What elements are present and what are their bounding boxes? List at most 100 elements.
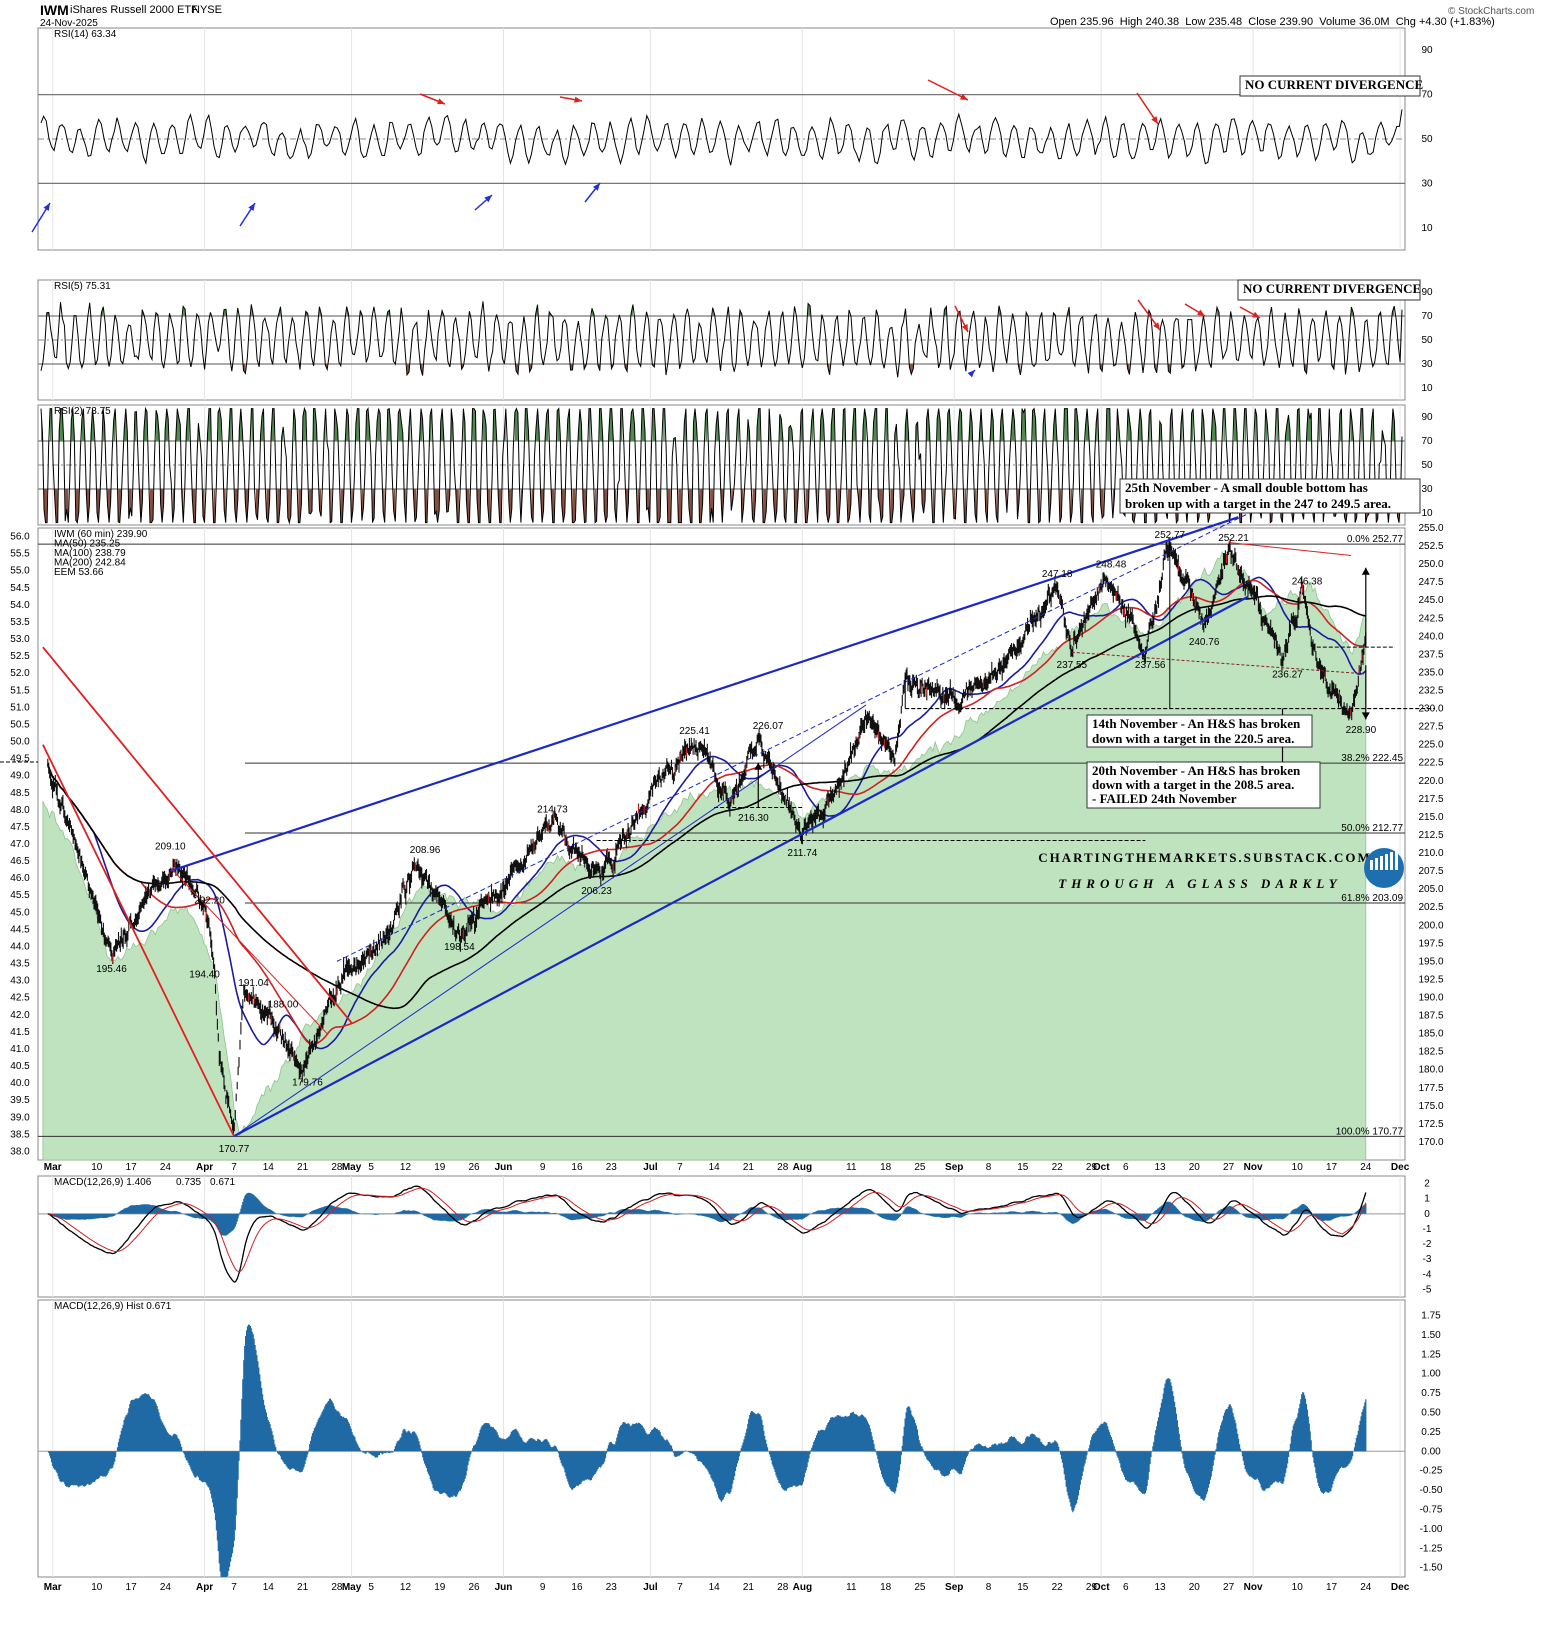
- x-tick-label-bottom: 8: [986, 1582, 992, 1593]
- volume-label: Volume: [1319, 16, 1356, 28]
- price-y-tick: 172.5: [1418, 1119, 1443, 1130]
- branding-logo-circle: [1364, 848, 1404, 888]
- branding-logo-bar: [1390, 852, 1393, 870]
- macd-y-tick: 1: [1424, 1194, 1430, 1205]
- x-tick-label-bottom: Sep: [945, 1582, 963, 1593]
- price-legend-entry: IWM (60 min) 239.90: [54, 529, 148, 540]
- hs-14-nov-annotation-text: down with a target in the 220.5 area.: [1092, 731, 1294, 746]
- hist-y-tick: -1.25: [1420, 1543, 1443, 1554]
- price-y-tick: 242.5: [1418, 613, 1443, 624]
- price-y-tick: 212.5: [1418, 830, 1443, 841]
- fib-level-label: 38.2% 222.45: [1341, 753, 1403, 764]
- hist-y-tick: 0.50: [1421, 1408, 1441, 1419]
- hist-y-tick: -0.25: [1420, 1466, 1443, 1477]
- price-point-label: 206.23: [581, 886, 612, 897]
- price-y-tick: 185.0: [1418, 1029, 1443, 1040]
- falling-wedge-lower-line: [42, 744, 235, 1137]
- hist-y-tick: -1.50: [1420, 1563, 1443, 1574]
- price-y-tick: 225.0: [1418, 740, 1443, 751]
- rsi-y-tick: 90: [1421, 287, 1433, 298]
- x-tick-label-bottom: 14: [709, 1582, 721, 1593]
- eem-y-tick: 39.5: [10, 1095, 30, 1106]
- bullish-divergence-arrow-head: [484, 195, 492, 203]
- price-y-tick: 192.5: [1418, 974, 1443, 985]
- eem-y-tick: 54.0: [10, 600, 30, 611]
- eem-y-tick: 44.0: [10, 941, 30, 952]
- measured-move-arrow-head: [754, 762, 763, 770]
- macd-y-tick: -5: [1423, 1284, 1432, 1295]
- x-tick-label: 5: [368, 1162, 374, 1173]
- macd-legend: MACD(12,26,9) 1.406: [54, 1177, 152, 1188]
- bearish-divergence-arrow-head: [961, 324, 968, 332]
- price-point-label: 208.96: [410, 845, 441, 856]
- branding-logo-bar: [1375, 858, 1378, 870]
- x-tick-label: Sep: [945, 1162, 963, 1173]
- macd-y-tick: 0: [1424, 1209, 1430, 1220]
- price-y-tick: 247.5: [1418, 577, 1443, 588]
- x-tick-label: 21: [743, 1162, 755, 1173]
- x-tick-label-bottom: 9: [540, 1582, 546, 1593]
- hs-14-nov-annotation-text: 14th November - An H&S has broken: [1092, 716, 1301, 731]
- bearish-divergence-arrow-head: [574, 96, 582, 103]
- price-y-tick: 170.0: [1418, 1137, 1443, 1148]
- bearish-divergence-arrow-head: [1151, 116, 1158, 124]
- eem-y-tick: 53.5: [10, 617, 30, 628]
- hist-y-tick: -0.50: [1420, 1485, 1443, 1496]
- x-tick-label: 14: [263, 1162, 275, 1173]
- x-tick-label-bottom: 16: [571, 1582, 583, 1593]
- hist-y-tick: -0.75: [1420, 1504, 1443, 1515]
- rsi5-annotation-text: NO CURRENT DIVERGENCE: [1243, 281, 1421, 296]
- x-tick-label-bottom: Dec: [1391, 1582, 1410, 1593]
- x-tick-label-bottom: 19: [434, 1582, 446, 1593]
- eem-y-tick: 48.0: [10, 805, 30, 816]
- rsi-y-tick: 90: [1421, 45, 1433, 56]
- x-tick-label-bottom: 10: [1292, 1582, 1304, 1593]
- x-tick-label: 23: [606, 1162, 618, 1173]
- x-tick-label-bottom: 6: [1123, 1582, 1129, 1593]
- rising-wedge-upper-trendline: [169, 516, 1239, 873]
- x-tick-label-bottom: 17: [126, 1582, 138, 1593]
- x-tick-label-bottom: 20: [1189, 1582, 1201, 1593]
- price-legend-entry: MA(200) 242.84: [54, 558, 126, 569]
- x-tick-label-bottom: 25: [914, 1582, 926, 1593]
- ohlc-readout: Open 235.96 High 240.38 Low 235.48 Close…: [1050, 16, 1495, 28]
- eem-y-tick: 51.0: [10, 702, 30, 713]
- eem-y-tick: 49.5: [10, 754, 30, 765]
- x-tick-label: 29: [1086, 1162, 1098, 1173]
- close-label: Close: [1248, 16, 1277, 28]
- eem-y-tick: 53.0: [10, 634, 30, 645]
- price-y-tick: 177.5: [1418, 1083, 1443, 1094]
- price-y-tick: 175.0: [1418, 1101, 1443, 1112]
- eem-y-tick: 54.5: [10, 583, 30, 594]
- hist-y-tick: 0.75: [1421, 1388, 1441, 1399]
- price-y-tick: 232.5: [1418, 686, 1443, 697]
- eem-y-tick: 41.5: [10, 1027, 30, 1038]
- fib-level-label: 61.8% 203.09: [1341, 893, 1403, 904]
- x-tick-label: 10: [91, 1162, 103, 1173]
- x-tick-label-bottom: Aug: [793, 1582, 812, 1593]
- fib-level-label: 50.0% 212.77: [1341, 823, 1403, 834]
- x-tick-label: Aug: [793, 1162, 812, 1173]
- price-y-tick: 240.0: [1418, 631, 1443, 642]
- x-tick-label-bottom: 24: [1360, 1582, 1372, 1593]
- price-y-tick: 245.0: [1418, 595, 1443, 606]
- rsi-y-tick: 30: [1421, 178, 1433, 189]
- x-tick-label-bottom: 23: [606, 1582, 618, 1593]
- x-tick-label: Oct: [1093, 1162, 1110, 1173]
- x-tick-label: 28: [777, 1162, 789, 1173]
- x-tick-label-bottom: Jun: [495, 1582, 513, 1593]
- x-tick-label: 24: [160, 1162, 172, 1173]
- rsi2-annotation-text: 25th November - A small double bottom ha…: [1125, 480, 1368, 495]
- price-y-tick: 205.0: [1418, 884, 1443, 895]
- exchange-label: NYSE: [192, 4, 222, 16]
- moving-average-line: [47, 595, 1366, 1010]
- x-tick-label-bottom: 24: [160, 1582, 172, 1593]
- x-tick-label: 10: [1292, 1162, 1304, 1173]
- rsi-line: [40, 109, 1403, 166]
- price-y-tick: 190.0: [1418, 992, 1443, 1003]
- price-point-label: 252.21: [1218, 533, 1249, 544]
- x-tick-label-bottom: 10: [91, 1582, 103, 1593]
- resistance-line: [1228, 541, 1352, 556]
- rsi-legend: RSI(2) 73.75: [54, 406, 111, 417]
